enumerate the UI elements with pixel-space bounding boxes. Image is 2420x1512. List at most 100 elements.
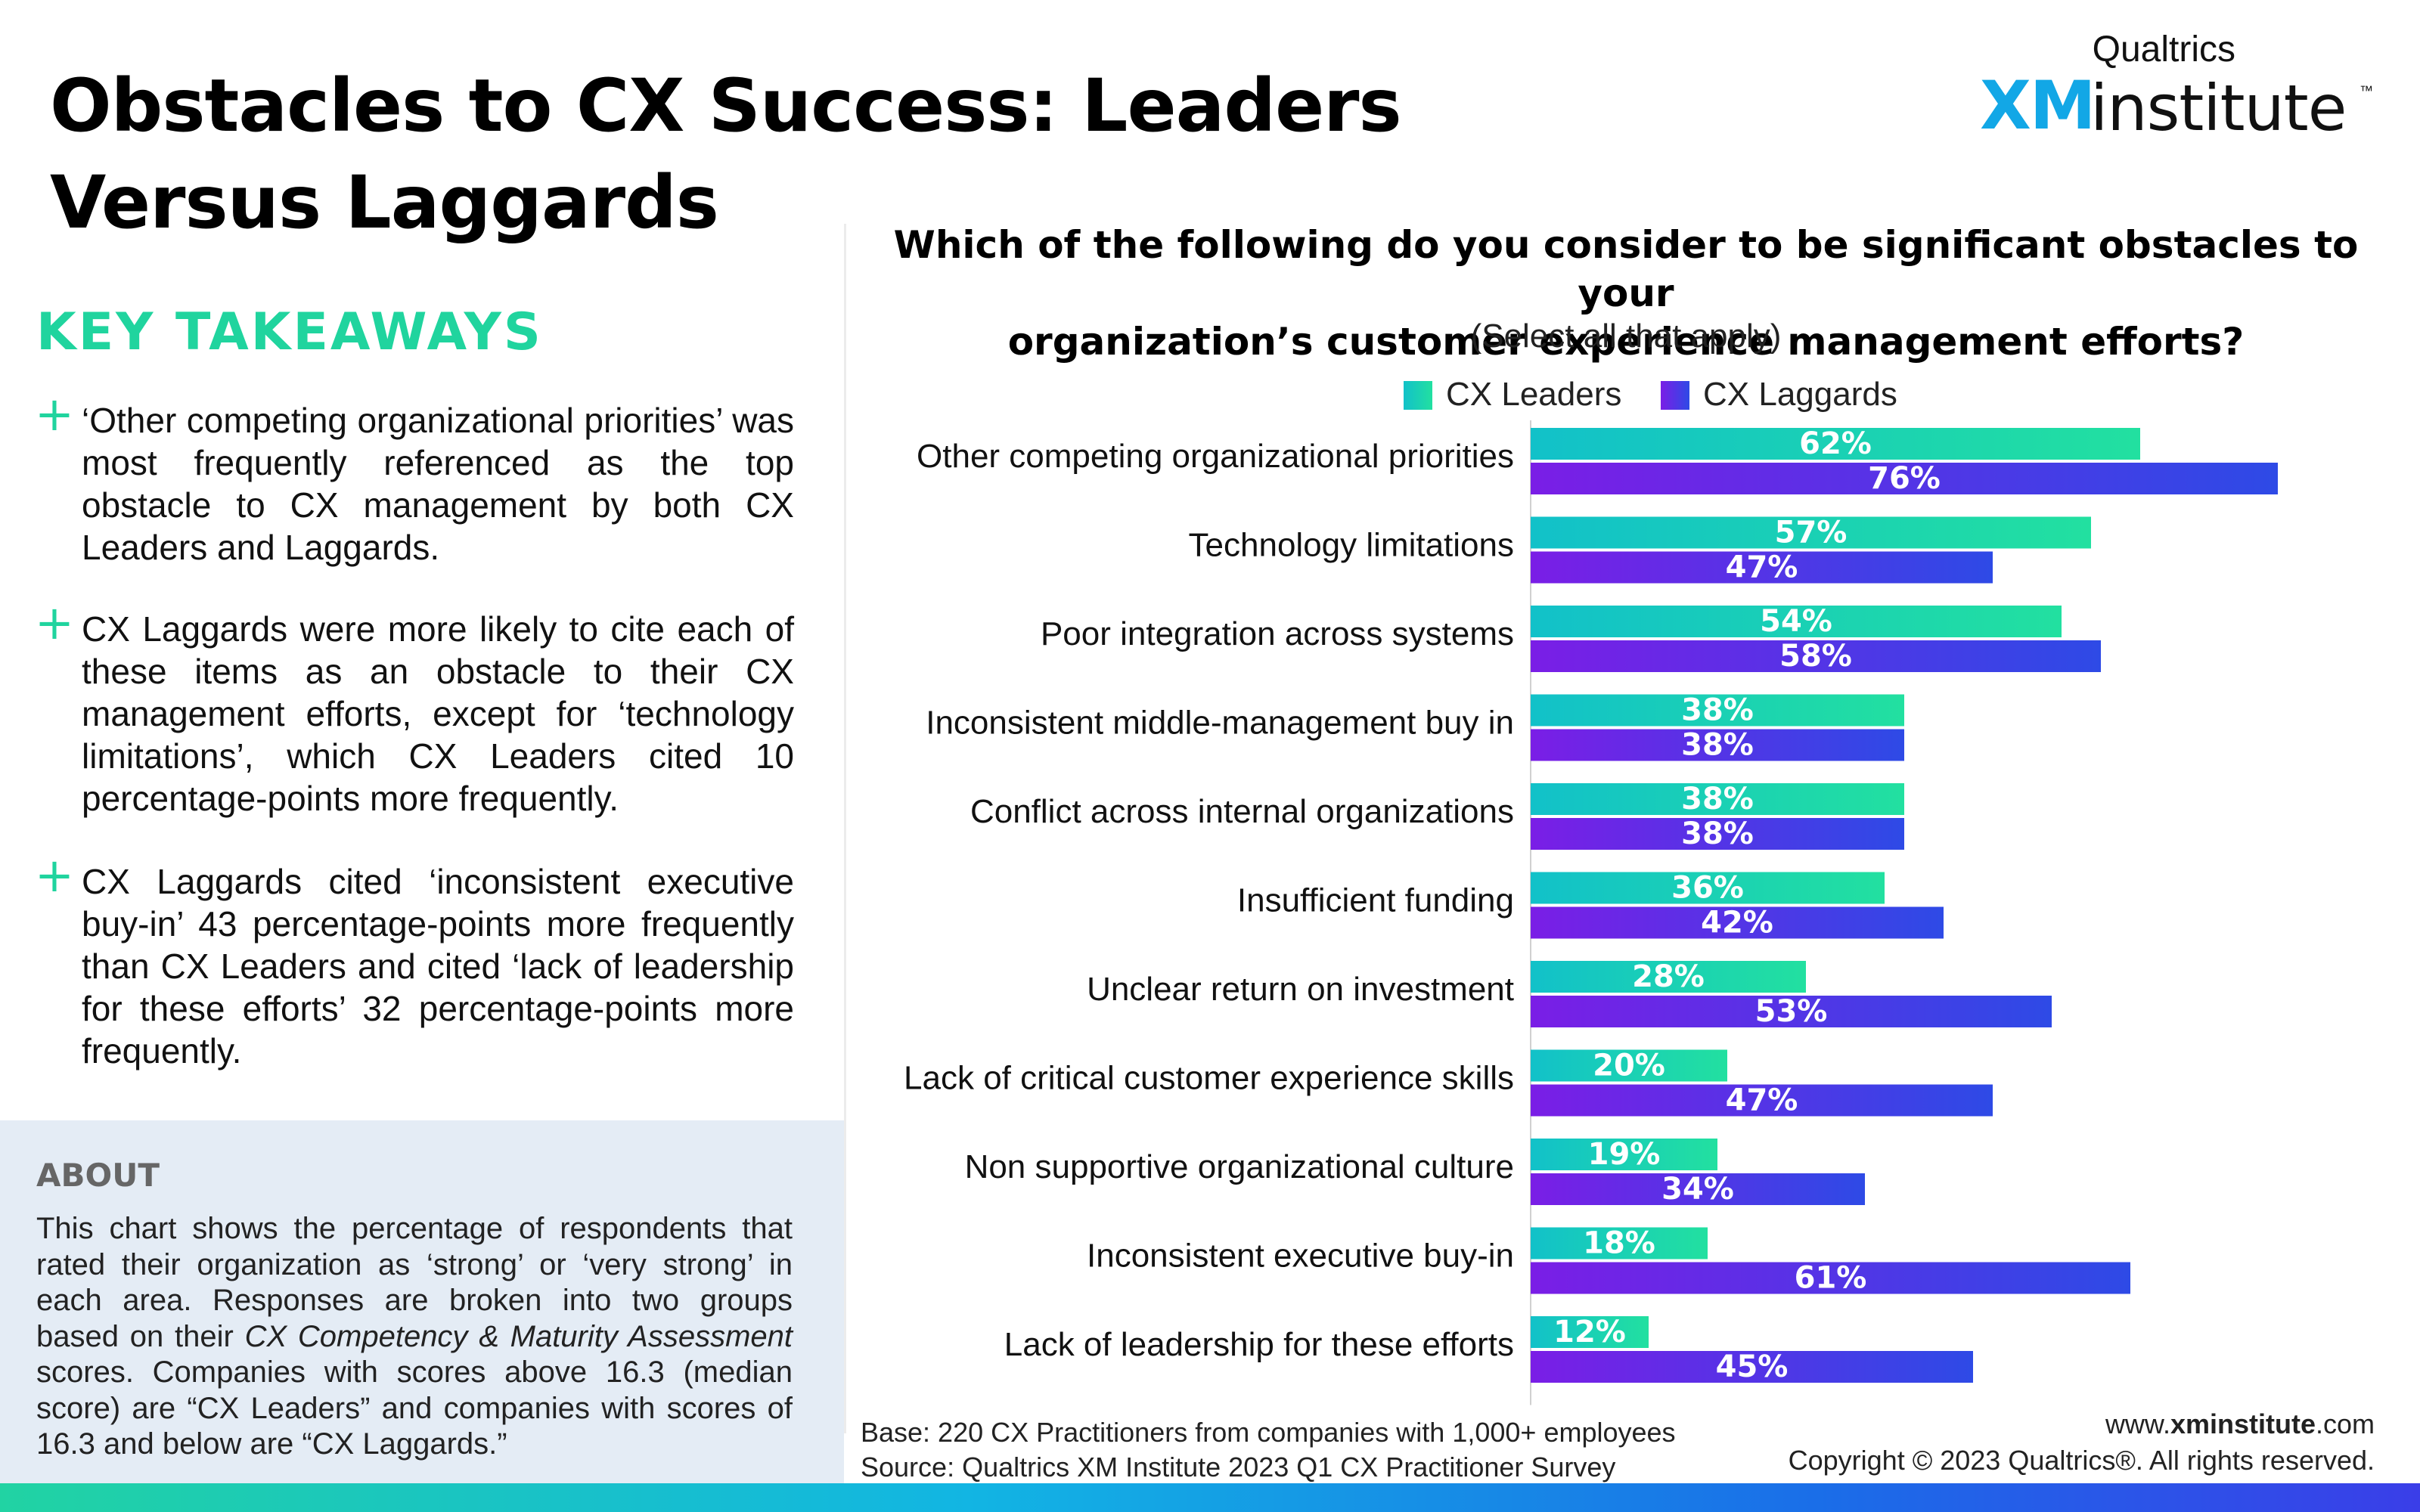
category-label: Poor integration across systems (1041, 615, 1514, 652)
bar-leaders (1531, 783, 1904, 815)
bar-leaders (1531, 428, 2140, 460)
obstacles-bar-chart: CX Leaders CX Laggards Other competing org… (904, 376, 2278, 1405)
website-prefix: www. (2105, 1408, 2170, 1439)
logo-brand: Qualtrics (2092, 29, 2235, 70)
category-label: Technology limitations (1189, 527, 1514, 564)
about-heading: ABOUT (36, 1157, 160, 1194)
website-link[interactable]: www.xminstitute.com (2105, 1408, 2375, 1439)
bar-leaders (1531, 694, 1904, 727)
bar-value-label: 34% (1661, 1172, 1734, 1207)
bar-laggards (1531, 906, 1944, 939)
chart-question: Which of the following do you consider t… (870, 221, 2382, 366)
bar-laggards (1531, 1084, 1993, 1117)
bar-laggards (1531, 640, 2101, 672)
bar-value-label: 62% (1799, 426, 1872, 461)
plus-icon: + (35, 386, 74, 442)
legend-label: CX Leaders (1446, 376, 1621, 413)
copyright-block: www.xminstitute.com Copyright © 2023 Qual… (1789, 1406, 2375, 1479)
source-note: Source: Qualtrics XM Institute 2023 Q1 C… (861, 1452, 1616, 1483)
plus-icon: + (35, 847, 74, 903)
category-label: Lack of leadership for these efforts (1004, 1326, 1514, 1363)
plus-icon: + (35, 595, 74, 650)
category-label: Inconsistent executive buy-in (1087, 1238, 1514, 1275)
question-line: organization’s customer experience manag… (1007, 320, 2245, 364)
bar-laggards (1531, 818, 1904, 850)
legend-item: CX Laggards (1661, 376, 1897, 413)
bar-value-label: 19% (1588, 1137, 1661, 1172)
page-title: Obstacles to CX Success: Leaders Versus … (50, 64, 1402, 245)
category-label: Other competing organizational prioritie… (917, 438, 1514, 475)
bar-leaders (1531, 1316, 1649, 1348)
bar-value-label: 42% (1701, 906, 1773, 940)
bar-value-label: 57% (1775, 516, 1848, 550)
legend-label: CX Laggards (1703, 376, 1897, 413)
xm-institute-logo: Qualtrics XM institute ™ (1980, 29, 2373, 145)
copyright-text: Copyright © 2023 Qualtrics®. All rights … (1788, 1445, 2375, 1476)
bar-laggards (1531, 996, 2052, 1027)
bar-value-label: 47% (1726, 550, 1798, 585)
bar-value-label: 18% (1583, 1226, 1655, 1261)
about-text: This chart shows the percentage of respo… (36, 1211, 793, 1463)
bar-value-label: 47% (1726, 1083, 1798, 1118)
legend-swatch (1661, 381, 1689, 410)
bar-value-label: 36% (1671, 871, 1744, 906)
legend-swatch (1404, 381, 1432, 410)
about-panel: ABOUT This chart shows the percentage of… (0, 1120, 844, 1483)
bar-leaders (1531, 516, 2091, 549)
bar-value-label: 38% (1681, 693, 1754, 728)
bar-value-label: 58% (1779, 639, 1852, 674)
bar-leaders (1531, 1139, 1717, 1170)
about-text-part: scores. Companies with scores above 16.3… (36, 1356, 793, 1461)
category-label: Non supportive organizational culture (965, 1148, 1514, 1185)
question-line: Which of the following do you consider t… (893, 223, 2359, 315)
panel-divider (844, 224, 846, 1433)
takeaway-text: CX Laggards were more likely to cite eac… (82, 609, 794, 818)
base-note: Base: 220 CX Practitioners from companie… (861, 1417, 1676, 1448)
takeaway-text: ‘Other competing organizational prioriti… (82, 401, 794, 567)
category-label: Lack of critical customer experience ski… (904, 1060, 1514, 1097)
bar-leaders (1531, 961, 1806, 993)
bar-value-label: 61% (1795, 1261, 1867, 1296)
bar-value-label: 38% (1681, 816, 1754, 851)
bar-laggards (1531, 729, 1904, 761)
bar-value-label: 20% (1593, 1049, 1665, 1083)
bar-leaders (1531, 1227, 1708, 1259)
base-source-note: Base: 220 CX Practitioners from companie… (861, 1415, 1676, 1485)
category-label: Conflict across internal organizations (970, 793, 1514, 830)
logo-xm: XM (1980, 67, 2096, 144)
bar-leaders (1531, 872, 1885, 904)
website-suffix: .com (2315, 1408, 2375, 1439)
takeaway-item: + ‘Other competing organizational priori… (35, 391, 794, 569)
chart-legend: CX Leaders CX Laggards (1404, 376, 1897, 413)
bar-leaders (1531, 1049, 1727, 1082)
website-domain: xminstitute (2170, 1408, 2316, 1439)
legend-item: CX Leaders (1404, 376, 1621, 413)
key-takeaways-heading: KEY TAKEAWAYS (36, 302, 543, 362)
bar-laggards (1531, 463, 2278, 494)
bar-value-label: 45% (1716, 1349, 1789, 1384)
bar-value-label: 38% (1681, 728, 1754, 763)
chart-question-subtitle: (Select all that apply) (1470, 318, 1782, 355)
footer-gradient-bar (0, 1483, 2420, 1512)
takeaway-item: + CX Laggards were more likely to cite e… (35, 600, 794, 820)
bar-laggards (1531, 551, 1993, 584)
category-label: Inconsistent middle-management buy in (926, 705, 1514, 742)
bar-laggards (1531, 1351, 1973, 1383)
bar-laggards (1531, 1173, 1865, 1205)
bar-value-label: 54% (1760, 604, 1832, 639)
logo-trademark: ™ (2360, 83, 2373, 98)
takeaway-item: + CX Laggards cited ‘inconsistent execut… (35, 852, 794, 1072)
about-text-italic: CX Competency & Maturity Assessment (244, 1319, 793, 1353)
bar-value-label: 76% (1868, 461, 1941, 496)
takeaway-text: CX Laggards cited ‘inconsistent executiv… (82, 862, 794, 1070)
bar-value-label: 12% (1553, 1315, 1626, 1349)
bar-leaders (1531, 606, 2062, 637)
bar-laggards (1531, 1262, 2130, 1294)
logo-institute: institute (2090, 71, 2347, 145)
category-label: Unclear return on investment (1087, 971, 1514, 1008)
bar-value-label: 28% (1632, 959, 1705, 994)
bar-value-label: 53% (1755, 994, 1828, 1029)
about-text-part: This chart shows the percentage of respo… (36, 1212, 793, 1353)
bar-value-label: 38% (1681, 782, 1754, 816)
category-label: Insufficient funding (1237, 882, 1514, 919)
